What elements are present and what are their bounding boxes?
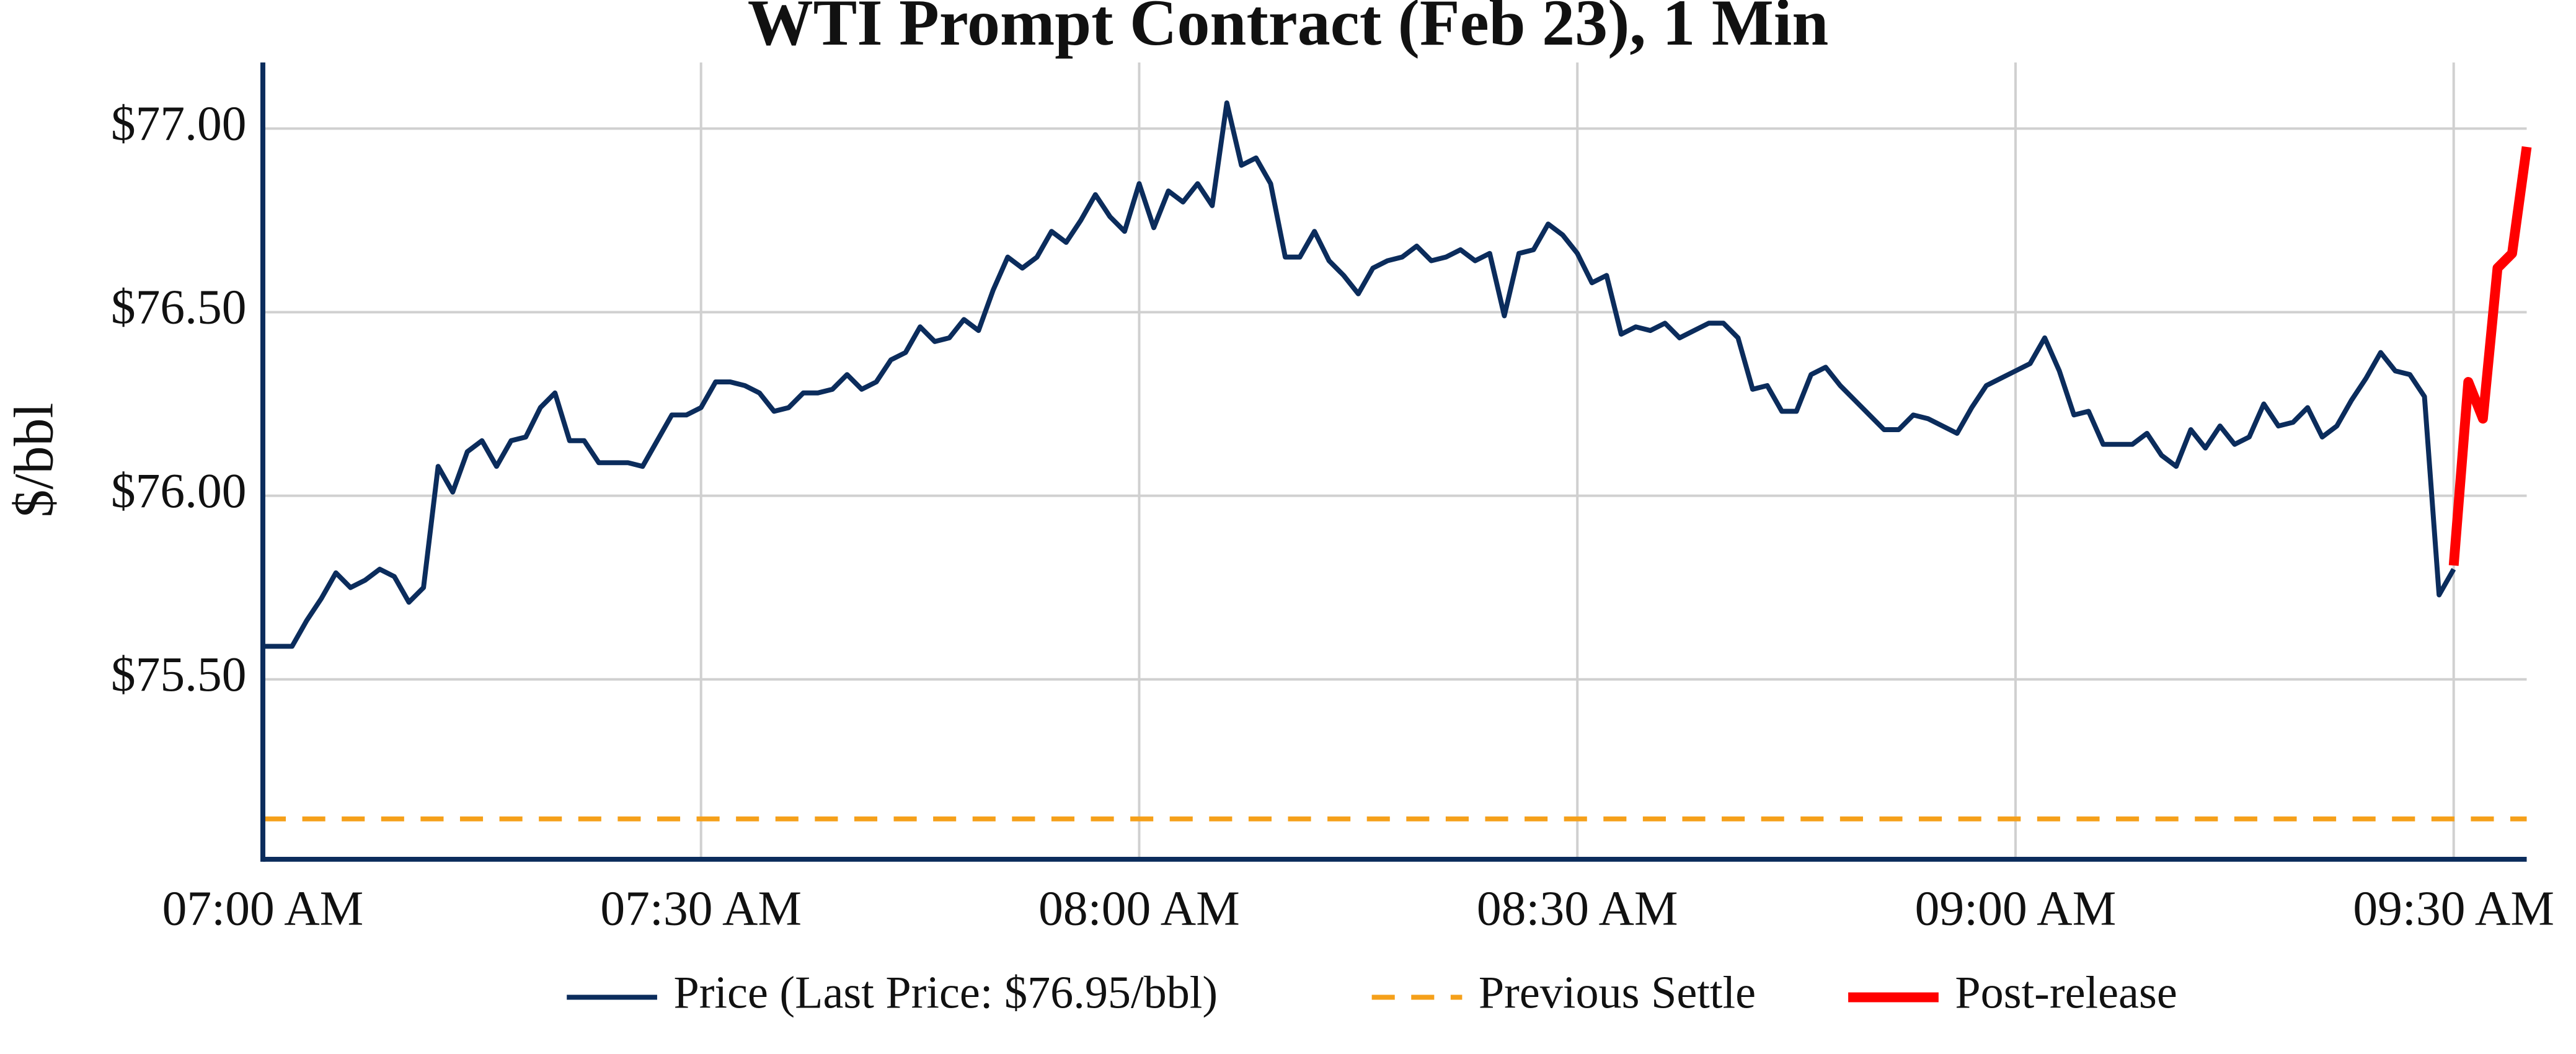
- x-tick-label: 07:30 AM: [600, 882, 802, 936]
- y-tick-label: $76.00: [111, 464, 247, 518]
- legend-label: Previous Settle: [1479, 968, 1756, 1019]
- y-tick-label: $76.50: [111, 280, 247, 335]
- y-axis-label: $/bbl: [3, 402, 64, 517]
- data-line: [2448, 146, 2532, 566]
- chart-title: WTI Prompt Contract (Feb 23), 1 Min: [748, 0, 1829, 59]
- data-line: [262, 100, 2456, 649]
- legend-label: Post-release: [1955, 968, 2177, 1019]
- y-tick-label: $75.50: [111, 647, 247, 702]
- x-tick-label: 07:00 AM: [162, 882, 364, 936]
- x-tick-label: 09:30 AM: [2353, 882, 2554, 936]
- x-tick-label: 08:00 AM: [1038, 882, 1240, 936]
- y-tick-label: $77.00: [111, 97, 247, 151]
- x-tick-label: 09:00 AM: [1915, 882, 2117, 936]
- x-tick-label: 08:30 AM: [1477, 882, 1678, 936]
- legend-label: Price (Last Price: $76.95/bbl): [673, 968, 1218, 1019]
